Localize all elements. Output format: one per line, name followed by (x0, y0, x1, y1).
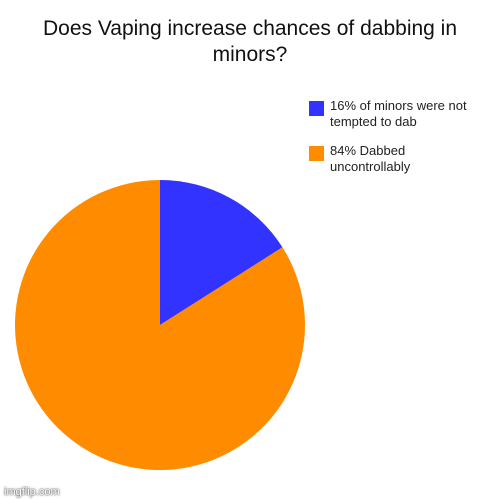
legend-label-dabbed-line-2: uncontrollably (330, 159, 411, 174)
legend-swatch-blue (309, 101, 324, 116)
legend-item-not-tempted: 16% of minors were not tempted to dab (309, 98, 499, 130)
chart-title-line-2: minors? (212, 43, 288, 66)
chart-title-line-1: Does Vaping increase chances of dabbing … (42, 17, 458, 40)
pie-slices (14, 180, 305, 471)
legend-label-dabbed-line-1: 84% Dabbed (330, 143, 406, 158)
legend-item-dabbed: 84% Dabbed uncontrollably (309, 143, 499, 175)
imgflip-watermark: imgflip.com (4, 486, 60, 498)
chart-title: Does Vaping increase chances of dabbing … (0, 16, 500, 68)
legend-label-not-tempted-line-1: 16% of minors were not (330, 98, 467, 113)
legend-label-not-tempted-line-2: tempted to dab (330, 114, 417, 129)
legend-swatch-orange (309, 146, 324, 161)
legend: 16% of minors were not tempted to dab 84… (309, 98, 499, 175)
pie-slice-not-tempted (160, 180, 283, 325)
pie-slice-dabbed (14, 180, 305, 471)
